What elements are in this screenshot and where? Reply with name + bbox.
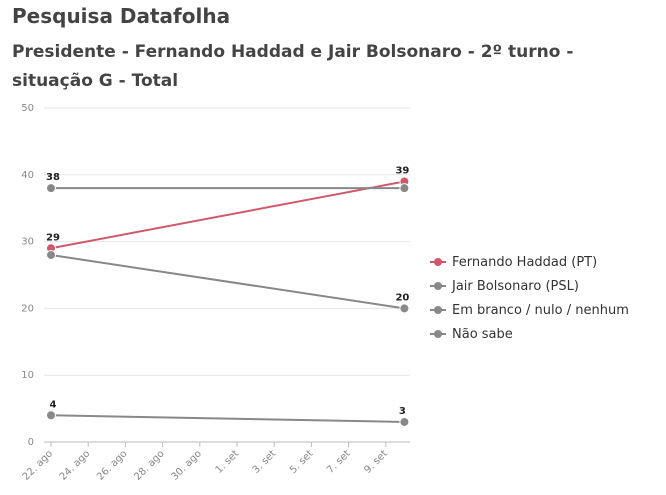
legend-item-bolsonaro[interactable]: Jair Bolsonaro (PSL) bbox=[430, 274, 629, 298]
y-tick-label: 0 bbox=[28, 437, 34, 448]
legend-label: Fernando Haddad (PT) bbox=[452, 254, 598, 270]
x-tick-label: 26. ago bbox=[95, 448, 129, 482]
data-label: 38 bbox=[46, 172, 60, 183]
data-point bbox=[46, 183, 56, 194]
grid-lines bbox=[44, 107, 410, 443]
x-axis-ticks: 22. ago 24. ago 26. ago 28. ago 30. ago 1. se… bbox=[21, 442, 390, 483]
chart-subtitle: Presidente - Fernando Haddad e Jair Bols… bbox=[12, 42, 574, 91]
legend-line-marker-icon bbox=[430, 256, 446, 268]
series-line bbox=[50, 253, 405, 310]
y-tick-label: 10 bbox=[21, 370, 34, 381]
x-tick-label: 1. set bbox=[214, 448, 242, 476]
legend-item-nao-sabe[interactable]: Não sabe bbox=[430, 322, 629, 346]
data-label: 20 bbox=[395, 292, 409, 303]
data-label: 4 bbox=[50, 399, 57, 410]
series-line bbox=[50, 180, 405, 250]
legend-item-branco-nulo[interactable]: Em branco / nulo / nenhum bbox=[430, 298, 629, 322]
data-point bbox=[399, 416, 410, 427]
data-point bbox=[399, 183, 410, 194]
series-lines bbox=[50, 180, 405, 423]
series-line bbox=[50, 414, 405, 423]
series-points bbox=[46, 176, 410, 427]
x-tick-label: 5. set bbox=[288, 448, 316, 476]
data-point bbox=[399, 303, 410, 314]
x-tick-label: 22. ago bbox=[21, 448, 55, 482]
data-labels: 29 39 38 20 4 3 bbox=[46, 165, 409, 416]
x-tick-label: 30. ago bbox=[169, 448, 203, 482]
data-label: 29 bbox=[46, 232, 60, 243]
x-tick-label: 7. set bbox=[325, 448, 353, 476]
legend-label: Não sabe bbox=[452, 326, 513, 342]
legend: Fernando Haddad (PT) Jair Bolsonaro (PSL… bbox=[430, 250, 629, 346]
legend-line-marker-icon bbox=[430, 328, 446, 340]
y-tick-label: 30 bbox=[21, 237, 34, 248]
legend-label: Jair Bolsonaro (PSL) bbox=[452, 278, 579, 294]
x-tick-label: 28. ago bbox=[132, 448, 166, 482]
legend-line-marker-icon bbox=[430, 304, 446, 316]
x-tick-label: 9. set bbox=[362, 448, 390, 476]
y-tick-label: 50 bbox=[21, 103, 34, 114]
legend-item-haddad[interactable]: Fernando Haddad (PT) bbox=[430, 250, 629, 274]
y-axis-ticks: 0 10 20 30 40 50 bbox=[21, 103, 34, 448]
data-point bbox=[46, 410, 56, 421]
y-tick-label: 20 bbox=[21, 303, 34, 314]
x-tick-label: 3. set bbox=[251, 448, 279, 476]
data-label: 3 bbox=[399, 406, 406, 417]
data-point bbox=[46, 249, 56, 260]
y-tick-label: 40 bbox=[21, 170, 34, 181]
data-label: 39 bbox=[395, 165, 409, 176]
legend-label: Em branco / nulo / nenhum bbox=[452, 302, 629, 318]
x-tick-label: 24. ago bbox=[58, 448, 92, 482]
chart-title: Pesquisa Datafolha bbox=[12, 4, 231, 28]
legend-line-marker-icon bbox=[430, 280, 446, 292]
